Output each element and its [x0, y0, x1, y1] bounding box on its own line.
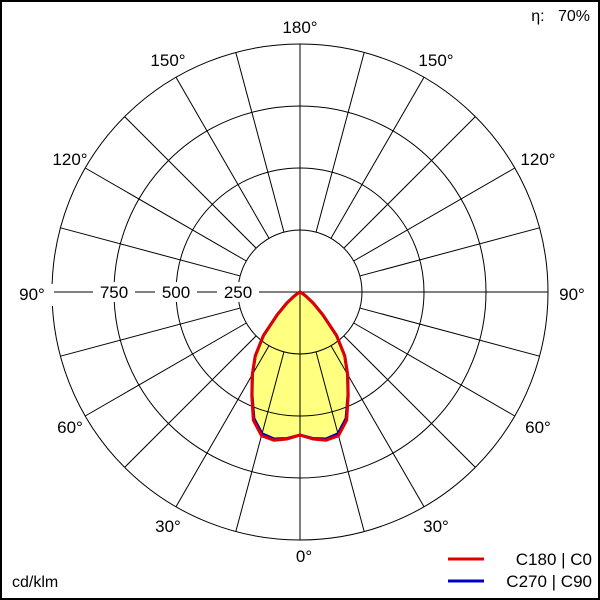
- grid-spoke: [353, 322, 516, 417]
- angle-label: 150°: [150, 51, 185, 70]
- grid-spoke: [343, 335, 476, 468]
- radial-tick-label: 500: [162, 283, 190, 302]
- grid-spoke: [330, 76, 425, 239]
- angle-label: 120°: [52, 150, 87, 169]
- series-curve-c180-c0: [250, 290, 350, 442]
- angle-label-bg: [10, 284, 54, 306]
- grid-spoke: [315, 52, 365, 233]
- grid-spoke: [359, 307, 540, 357]
- legend-label: C180 | C0: [516, 550, 592, 569]
- grid-spoke: [60, 227, 241, 277]
- legend-label: C270 | C90: [506, 572, 592, 591]
- angle-label: 60°: [57, 418, 83, 437]
- efficiency-readout: η: 70%: [531, 8, 590, 26]
- angle-label: 30°: [155, 517, 181, 536]
- angle-label: 0°: [296, 547, 312, 566]
- grid-spoke: [175, 76, 270, 239]
- angle-label-bg: [550, 284, 594, 306]
- angle-label: 30°: [423, 517, 449, 536]
- radial-tick-label: 250: [224, 283, 252, 302]
- efficiency-symbol: η:: [531, 8, 545, 25]
- tick-label-bg: [93, 282, 135, 302]
- angle-label: 90°: [559, 285, 585, 304]
- tick-label-bg: [217, 282, 259, 302]
- grid-spoke: [60, 307, 241, 357]
- efficiency-value: 70%: [557, 8, 590, 25]
- grid-spoke: [235, 52, 285, 233]
- angle-label: 60°: [525, 418, 551, 437]
- angle-label: 150°: [418, 51, 453, 70]
- angle-label: 120°: [520, 150, 555, 169]
- grid-spoke: [124, 335, 257, 468]
- unit-label: cd/klm: [12, 574, 59, 591]
- grid-spoke: [359, 227, 540, 277]
- grid-spoke: [353, 167, 516, 262]
- tick-label-bg: [155, 282, 197, 302]
- angle-label: 180°: [282, 18, 317, 37]
- radial-tick-label: 750: [100, 283, 128, 302]
- grid-spoke: [124, 116, 257, 249]
- angle-label: 90°: [19, 285, 45, 304]
- grid-spoke: [343, 116, 476, 249]
- grid-spoke: [315, 351, 365, 532]
- grid-spoke: [84, 322, 247, 417]
- grid-spoke: [235, 351, 285, 532]
- grid-spoke: [84, 167, 247, 262]
